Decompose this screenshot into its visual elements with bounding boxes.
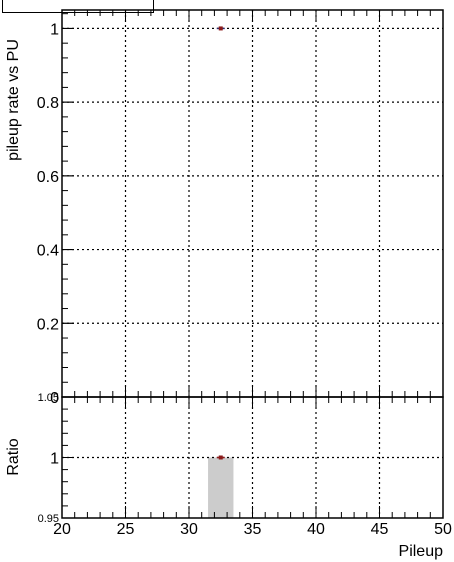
x-tick-label: 45 bbox=[371, 521, 389, 538]
data-point bbox=[218, 455, 223, 460]
y-tick-label: 1.05 bbox=[38, 392, 59, 404]
x-tick-label: 40 bbox=[307, 521, 325, 538]
x-tick-label: 50 bbox=[434, 521, 452, 538]
y-tick-label: 0.2 bbox=[37, 316, 59, 333]
data-point bbox=[218, 26, 223, 31]
top-panel: 0 0.2 0.4 0.6 0.8 1 pileup rate vs PU bbox=[5, 9, 444, 407]
uncertainty-band bbox=[208, 457, 234, 518]
y-axis-title: Ratio bbox=[5, 438, 22, 475]
y-tick-label: 0.6 bbox=[37, 169, 59, 186]
x-tick-label: 25 bbox=[117, 521, 135, 538]
x-tick-label: 35 bbox=[244, 521, 262, 538]
x-tick-label: 20 bbox=[53, 521, 71, 538]
y-tick-label: 0.95 bbox=[38, 513, 59, 525]
x-axis-title: Pileup bbox=[399, 543, 444, 560]
plot-frame bbox=[61, 9, 444, 398]
ratio-panel: 0.95 1 1.05 20 25 30 35 40 45 50 Ratio Pileup bbox=[5, 392, 452, 560]
y-tick-label: 0.4 bbox=[37, 243, 59, 260]
y-tick-label: 1 bbox=[50, 451, 59, 468]
y-axis-title: pileup rate vs PU bbox=[5, 39, 22, 161]
y-tick-label: 1 bbox=[50, 21, 59, 38]
x-tick-label: 30 bbox=[180, 521, 198, 538]
y-tick-label: 0 bbox=[50, 390, 59, 407]
y-tick-label: 0.8 bbox=[37, 95, 59, 112]
